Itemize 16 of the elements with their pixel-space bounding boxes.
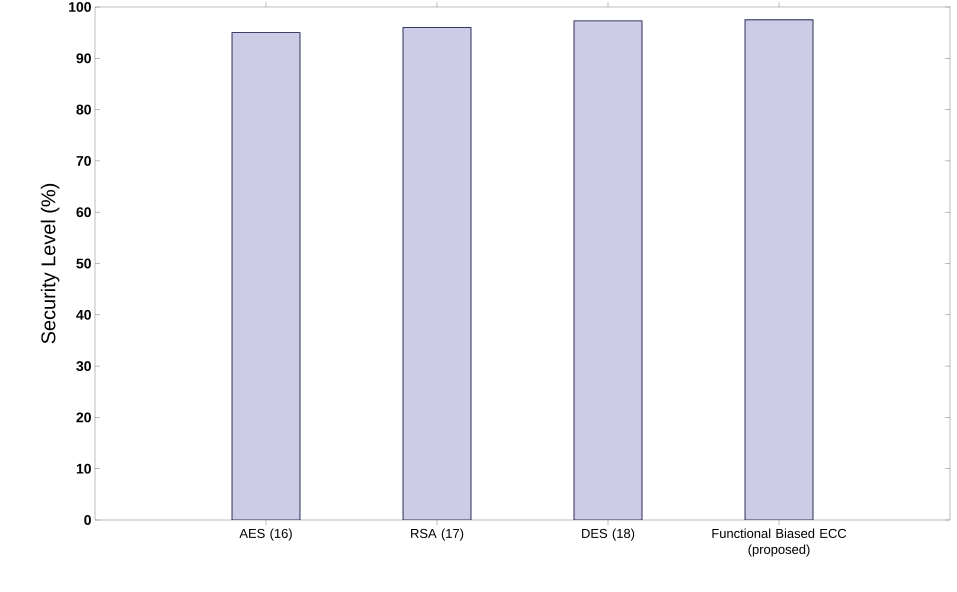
y-tick-label: 10: [76, 464, 91, 474]
y-tick-label: 60: [76, 207, 91, 218]
y-tick-label: 40: [76, 310, 91, 320]
y-tick-label: 50: [76, 258, 91, 268]
x-tick-label: RSA (17): [411, 528, 464, 541]
y-tick-label: 30: [76, 361, 91, 372]
y-axis-title: Security Level (%): [40, 184, 60, 344]
y-tick-label: 0: [84, 515, 91, 525]
x-tick-label: AES (16): [239, 528, 292, 541]
y-tick-label: 100: [69, 2, 91, 12]
y-tick-label: 90: [76, 53, 91, 64]
x-tick-label: Functional Biased ECC (proposed): [712, 528, 846, 557]
y-tick-label: 20: [76, 412, 91, 422]
y-tick-label: 70: [76, 156, 91, 166]
y-tick-label: 80: [76, 104, 91, 115]
x-tick-label: DES (18): [582, 528, 634, 541]
